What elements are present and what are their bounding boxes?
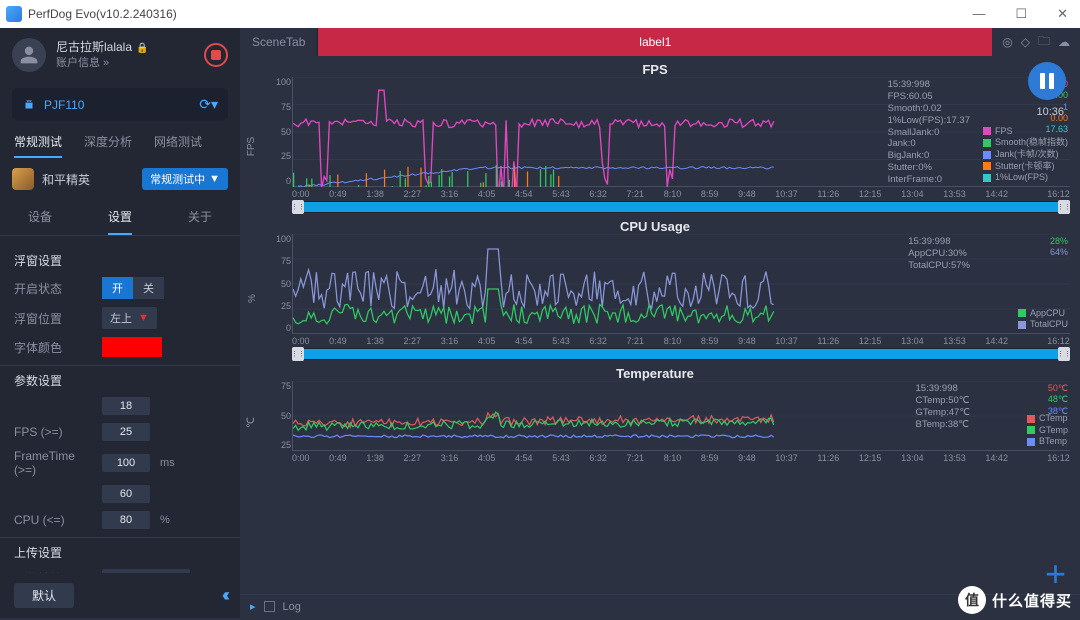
subtab-0[interactable]: 常规测试 [14, 133, 62, 158]
subtab2-2[interactable]: 关于 [188, 204, 212, 235]
main-panel: SceneTab label1 ◎ ◇ 🗀 ☁ 10:36 FPSFPS1007… [240, 28, 1080, 618]
log-label: Log [283, 601, 301, 613]
avatar[interactable] [12, 38, 46, 72]
pause-button[interactable] [1028, 62, 1066, 100]
user-name: 尼古拉斯lalala [56, 40, 132, 54]
temp-ylabel: ℃ [240, 381, 264, 463]
collapse-sidebar-icon[interactable]: ‹‹ [222, 585, 226, 606]
folder-icon[interactable]: 🗀 [1038, 32, 1050, 53]
cpu-ylabel: % [240, 234, 264, 362]
device-selector[interactable]: PJF110 ⟳▾ [12, 88, 228, 121]
log-bar: ▸ Log [240, 594, 1080, 618]
position-label: 浮窗位置 [14, 310, 92, 327]
settings-panel: 浮窗设置 开启状态 开关 浮窗位置 左上▼ 字体颜色 参数设置 [0, 236, 240, 573]
frametime-input[interactable] [102, 454, 150, 472]
cpu-plot[interactable]: 100755025015:39:998AppCPU:30%TotalCPU:57… [292, 234, 1070, 334]
scene-bar: SceneTab label1 ◎ ◇ 🗀 ☁ [240, 28, 1080, 56]
elapsed-time: 10:36 [1036, 106, 1064, 118]
font-color-picker[interactable] [102, 337, 162, 357]
subtab2-0[interactable]: 设备 [28, 204, 52, 235]
enable-state-label: 开启状态 [14, 280, 92, 297]
sidebar: 尼古拉斯lalala 🔒 账户信息 » PJF110 ⟳▾ 常规测试深度分析网络测… [0, 28, 240, 618]
scene-label[interactable]: label1 [318, 28, 992, 56]
account-info-link[interactable]: 账户信息 » [56, 56, 148, 70]
temp-chart-title: Temperature [240, 366, 1070, 381]
params-section-title: 参数设置 [14, 372, 226, 389]
log-checkbox[interactable] [264, 601, 275, 612]
fps-ylabel: FPS [240, 77, 264, 215]
device-name: PJF110 [44, 98, 84, 112]
cpu-chart-title: CPU Usage [240, 219, 1070, 234]
cpu-range-slider[interactable]: ⋮⋮⋮⋮ [292, 348, 1070, 360]
cloud-icon[interactable]: ☁ [1058, 35, 1070, 49]
test-status-badge[interactable]: 常规测试中▼ [142, 168, 228, 190]
temp-stats: 15:39:998CTemp:50℃GTemp:47℃BTemp:38℃ [916, 383, 971, 431]
scene-tab[interactable]: SceneTab [240, 28, 318, 56]
temp-legend: CTempGTempBTemp [1027, 413, 1068, 448]
window-titlebar: PerfDog Evo(v10.2.240316) — ☐ ✕ [0, 0, 1080, 28]
cpu-threshold-label: CPU (<=) [14, 513, 92, 527]
font-color-label: 字体颜色 [14, 339, 92, 356]
upload-section-title: 上传设置 [14, 544, 226, 561]
fps-input-b[interactable] [102, 423, 150, 441]
default-button[interactable]: 默认 [14, 583, 74, 608]
subtab-1[interactable]: 深度分析 [84, 133, 132, 158]
cpu-input-a[interactable] [102, 485, 150, 503]
window-controls: — ☐ ✕ [966, 6, 1074, 22]
frametime-label: FrameTime (>=) [14, 449, 92, 477]
cpu-legend: AppCPUTotalCPU [1018, 308, 1068, 331]
position-select[interactable]: 左上▼ [102, 307, 157, 329]
record-button[interactable] [204, 43, 228, 67]
cpu-input-b[interactable] [102, 511, 150, 529]
watermark: 值 什么值得买 [958, 586, 1072, 614]
app-icon [12, 168, 34, 190]
fps-chart-title: FPS [240, 62, 1070, 77]
subtab-2[interactable]: 网络测试 [154, 133, 202, 158]
maximize-button[interactable]: ☐ [1009, 6, 1033, 22]
enable-toggle[interactable]: 开关 [102, 277, 164, 299]
cpu-stats: 15:39:998AppCPU:30%TotalCPU:57% [908, 236, 970, 272]
fps-legend: FPSSmooth(稳帧指数)Jank(卡帧/次数)Stutter(卡顿率)1%… [983, 126, 1068, 184]
tag-icon[interactable]: ◇ [1021, 35, 1030, 49]
temp-plot[interactable]: 75502515:39:998CTemp:50℃GTemp:47℃BTemp:3… [292, 381, 1070, 451]
minimize-button[interactable]: — [966, 6, 991, 22]
float-window-section-title: 浮窗设置 [14, 252, 226, 269]
app-logo-icon [6, 6, 22, 22]
link-icon: ⟳▾ [199, 96, 218, 113]
android-icon [22, 98, 36, 112]
fps-input-a[interactable] [102, 397, 150, 415]
fps-plot[interactable]: 100755025015:39:998FPS:60.05Smooth:0.021… [292, 77, 1070, 187]
fps-stats: 15:39:998FPS:60.05Smooth:0.021%Low(FPS):… [888, 79, 970, 186]
expand-icon[interactable]: ▸ [250, 600, 256, 613]
fps-range-slider[interactable]: ⋮⋮⋮⋮ [292, 201, 1070, 213]
fps-threshold-label: FPS (>=) [14, 425, 92, 439]
lock-icon: 🔒 [136, 43, 148, 54]
close-button[interactable]: ✕ [1051, 6, 1074, 22]
location-icon[interactable]: ◎ [1002, 35, 1012, 49]
subtab2-1[interactable]: 设置 [108, 204, 132, 235]
window-title: PerfDog Evo(v10.2.240316) [28, 7, 177, 21]
app-name: 和平精英 [42, 171, 90, 188]
